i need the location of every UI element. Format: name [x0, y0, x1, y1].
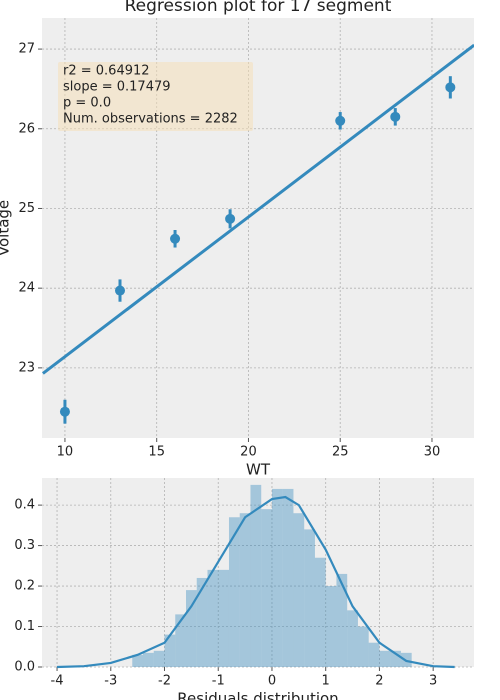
x-tick-label: -3 — [104, 674, 117, 689]
point — [335, 115, 346, 126]
bar — [228, 517, 240, 667]
bar — [186, 590, 197, 667]
point — [59, 406, 70, 417]
bar — [304, 529, 315, 667]
point — [390, 111, 401, 122]
x-tick-label: 0 — [268, 674, 276, 689]
y-tick-label: 0.4 — [14, 498, 35, 513]
bar — [282, 488, 294, 667]
bar — [196, 577, 208, 667]
bar — [143, 652, 154, 667]
x-tick-label: 20 — [240, 445, 257, 460]
regression-line — [42, 43, 474, 375]
y-tick-label: 24 — [18, 281, 35, 296]
y-tick-label: 26 — [18, 121, 35, 136]
annotation-text: p = 0.0 — [63, 96, 111, 111]
chart-title: Regression plot for 17 segment — [125, 0, 392, 16]
x-tick-label: 10 — [57, 445, 74, 460]
bar — [368, 642, 380, 667]
point — [225, 213, 236, 224]
bar — [390, 650, 401, 667]
bar — [314, 557, 326, 667]
y-tick-label: 0.0 — [14, 660, 35, 675]
bar — [261, 509, 272, 667]
x-tick-label: 15 — [148, 445, 165, 460]
bar — [347, 610, 358, 667]
kde-line — [57, 495, 455, 669]
x-axis-label: Residuals distribution — [177, 690, 338, 700]
bar — [153, 650, 165, 667]
x-tick-label: -1 — [212, 674, 225, 689]
bar — [164, 634, 176, 667]
bar — [132, 654, 144, 667]
bar — [271, 488, 283, 667]
bar — [379, 650, 391, 667]
y-axis-label: Voltage — [0, 200, 13, 256]
y-tick-label: 23 — [18, 360, 35, 375]
bar — [207, 569, 219, 667]
x-tick-label: 3 — [429, 674, 437, 689]
x-tick-label: 25 — [332, 445, 349, 460]
bar — [239, 513, 251, 667]
x-tick-label: -2 — [158, 674, 171, 689]
bar — [218, 569, 229, 667]
point — [114, 285, 125, 296]
y-tick-label: 25 — [18, 201, 35, 216]
y-tick-label: 0.3 — [14, 538, 35, 553]
y-tick-label: 0.1 — [14, 619, 35, 634]
x-tick-label: 2 — [375, 674, 383, 689]
annotation-box — [58, 62, 253, 131]
x-tick-label: 30 — [424, 445, 441, 460]
annotation-text: r2 = 0.64912 — [63, 64, 150, 79]
x-tick-label: -4 — [51, 674, 64, 689]
annotation-text: Num. observations = 2282 — [63, 112, 238, 127]
annotation-text: slope = 0.17479 — [63, 80, 171, 95]
bar — [357, 626, 369, 667]
point — [445, 82, 456, 93]
y-tick-label: 27 — [18, 42, 35, 57]
x-axis-label: WT — [246, 461, 271, 479]
bar — [336, 573, 348, 667]
bar — [293, 513, 305, 667]
y-tick-label: 0.2 — [14, 579, 35, 594]
bar — [250, 484, 262, 667]
bar — [175, 614, 186, 667]
bar — [325, 586, 337, 667]
x-tick-label: 1 — [322, 674, 330, 689]
point — [170, 233, 181, 244]
